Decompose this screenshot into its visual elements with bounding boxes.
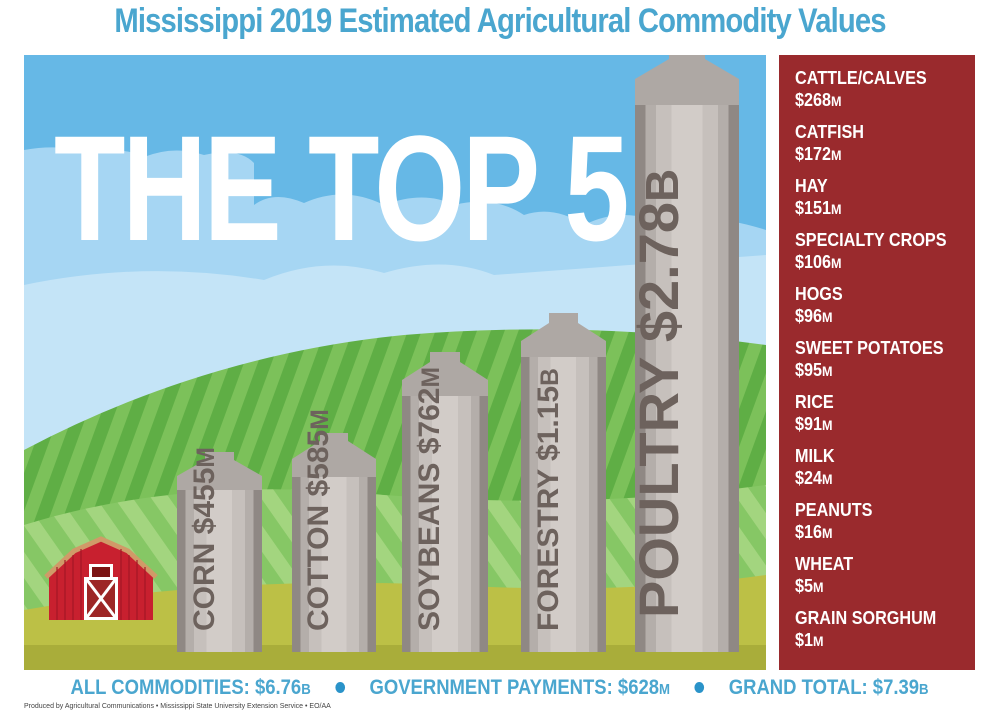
commodity-item: CATFISH $172M xyxy=(795,122,865,164)
silo-label-forestry: FORESTRY $1.15B xyxy=(531,368,565,631)
bullet-dot-icon xyxy=(694,681,705,693)
silo-cotton: COTTON $585M xyxy=(292,409,376,652)
farm-scene: THE TOP 5 CORN $455M COTTON $585M SOYBEA… xyxy=(24,55,766,670)
other-commodities-panel: CATTLE/CALVES $268M CATFISH $172M HAY $151M… xyxy=(779,55,975,670)
commodity-item: HAY $151M xyxy=(795,176,842,218)
silo-label-cotton: COTTON $585M xyxy=(302,409,335,631)
commodity-item: RICE $91M xyxy=(795,392,834,434)
commodity-item: CATTLE/CALVES $268M xyxy=(795,68,927,110)
silo-cap-icon xyxy=(521,313,606,359)
commodity-item: MILK $24M xyxy=(795,446,835,488)
commodity-item: SPECIALTY CROPS $106M xyxy=(795,230,947,272)
silo-cap-icon xyxy=(177,452,262,492)
total-all-commodities: ALL COMMODITIES: $6.76B xyxy=(70,676,312,699)
silo-forestry: FORESTRY $1.15B xyxy=(521,313,606,652)
silo-cap-icon xyxy=(402,352,488,398)
silo-label-soybeans: SOYBEANS $762M xyxy=(413,367,446,631)
headline-top-5: THE TOP 5 xyxy=(54,104,629,272)
commodity-item: HOGS $96M xyxy=(795,284,843,326)
silo-label-corn: CORN $455M xyxy=(187,447,221,631)
commodity-item: PEANUTS $16M xyxy=(795,500,873,542)
page-title: Mississippi 2019 Estimated Agricultural … xyxy=(114,2,886,40)
total-government-payments: GOVERNMENT PAYMENTS: $628M xyxy=(369,676,671,699)
totals-bar: ALL COMMODITIES: $6.76B GOVERNMENT PAYME… xyxy=(0,676,1000,700)
bullet-dot-icon xyxy=(335,681,346,693)
silo-cap-icon xyxy=(635,55,739,107)
total-grand-total: GRAND TOTAL: $7.39B xyxy=(729,676,930,699)
silo-corn: CORN $455M xyxy=(177,447,262,652)
credit-line: Produced by Agricultural Communications … xyxy=(24,703,331,710)
barn-icon xyxy=(44,536,158,620)
silo-cap-icon xyxy=(292,433,376,479)
silo-label-poultry: POULTRY $2.78B xyxy=(627,168,690,618)
silo-poultry: POULTRY $2.78B xyxy=(627,55,739,652)
silo-soybeans: SOYBEANS $762M xyxy=(402,352,488,652)
commodity-item: GRAIN SORGHUM $1M xyxy=(795,608,937,650)
commodity-item: WHEAT $5M xyxy=(795,554,854,596)
commodity-item: SWEET POTATOES $95M xyxy=(795,338,944,380)
